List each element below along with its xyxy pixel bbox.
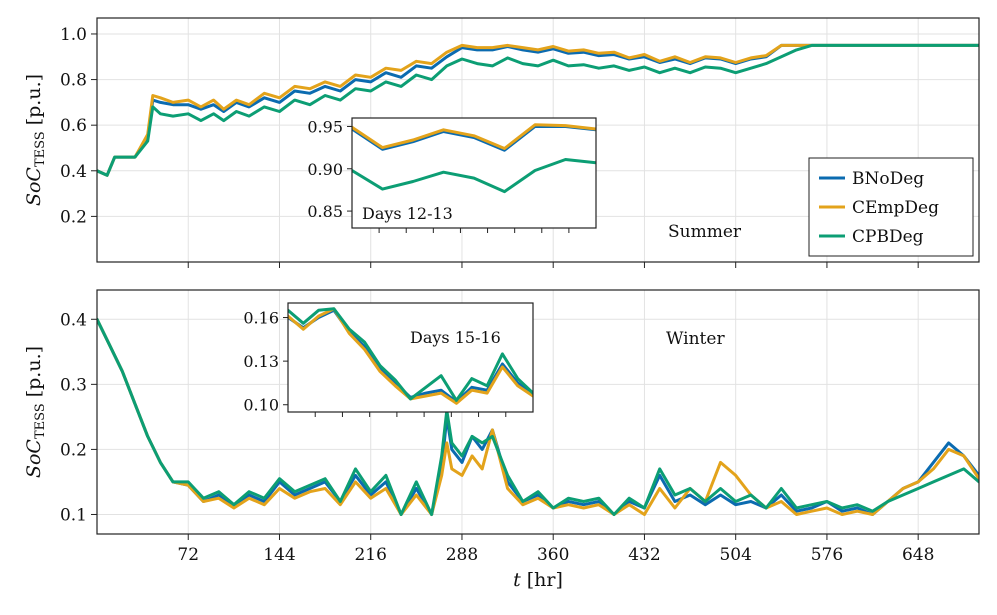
winter-series-cpbdeg <box>97 317 979 516</box>
winter-inset-label: Days 15-16 <box>410 328 501 347</box>
winter-ytick-label-2: 0.3 <box>60 375 87 395</box>
summer-ytick-label-2: 0.6 <box>60 116 87 136</box>
winter-inset-ytick-label-2: 0.16 <box>243 309 279 328</box>
x-axis-var: t <box>513 569 521 591</box>
summer-ylabel-sub: TESS <box>33 131 48 167</box>
summer-annotation: Summer <box>668 222 742 242</box>
legend-label-cempdeg: CEmpDeg <box>852 198 939 218</box>
winter-ylabel-unit: [p.u.] <box>23 346 45 397</box>
winter-inset-series <box>288 307 533 405</box>
summer-series-cempdeg <box>97 43 979 177</box>
summer-inset-label: Days 12-13 <box>362 204 453 223</box>
winter-series <box>97 317 979 516</box>
summer-ylabel-unit: [p.u.] <box>23 74 45 125</box>
legend-entry-bnodeg: BNoDeg <box>819 169 924 189</box>
summer-ytick-label-4: 1.0 <box>60 25 87 45</box>
winter-series-cempdeg <box>97 317 979 516</box>
summer-inset-ticks: 0.85 0.90 0.95 <box>307 117 570 233</box>
legend-label-cpbdeg: CPBDeg <box>852 227 924 247</box>
summer-inset-frame <box>351 117 597 229</box>
winter-xtick-label-576: 576 <box>811 545 843 565</box>
legend-entry-cempdeg: CEmpDeg <box>819 198 939 218</box>
summer-inset: 0.85 0.90 0.95 Days 12-13 <box>307 117 597 233</box>
winter-panel: 72 144 216 288 360 432 504 576 648 0.1 0.2 0.3 0.4 S… <box>23 289 980 591</box>
winter-xtick-label-504: 504 <box>719 545 751 565</box>
winter-ylabel-main: SoC <box>23 439 45 478</box>
winter-annotation: Winter <box>666 329 725 349</box>
winter-ytick-label-1: 0.2 <box>60 440 87 460</box>
summer-inset-series-cpbdeg <box>352 158 596 194</box>
winter-ytick-label-3: 0.4 <box>60 310 87 330</box>
winter-xtick-label-144: 144 <box>263 545 295 565</box>
winter-xtick-label-72: 72 <box>177 545 199 565</box>
x-axis-title: t [hr] <box>513 569 563 591</box>
x-axis-unit: [hr] <box>527 569 563 591</box>
summer-y-axis-title: SoCTESS [p.u.] <box>23 74 48 206</box>
svg-text:SoCTESS [p.u.]: SoCTESS [p.u.] <box>23 74 48 206</box>
summer-ytick-label-1: 0.4 <box>60 162 87 182</box>
legend-entry-cpbdeg: CPBDeg <box>819 227 924 247</box>
summer-ytick-label-3: 0.8 <box>60 71 87 91</box>
legend: BNoDeg CEmpDeg CPBDeg <box>808 157 974 257</box>
winter-inset-ytick-label-0: 0.10 <box>243 396 279 415</box>
summer-plot-frame <box>96 17 980 263</box>
winter-inset-ticks: 0.10 0.13 0.16 <box>243 309 507 417</box>
summer-ytick-label-0: 0.2 <box>60 207 87 227</box>
winter-y-axis-title: SoCTESS [p.u.] <box>23 346 48 478</box>
winter-inset-series-cpbdeg <box>288 307 533 402</box>
summer-inset-series <box>352 123 596 194</box>
winter-grid <box>97 290 979 534</box>
winter-inset-frame <box>287 302 534 413</box>
summer-inset-ytick-label-1: 0.90 <box>307 160 343 179</box>
winter-ylabel-sub: TESS <box>33 403 48 439</box>
svg-text:SoCTESS [p.u.]: SoCTESS [p.u.] <box>23 346 48 478</box>
summer-ylabel-main: SoC <box>23 167 45 206</box>
winter-ticks: 72 144 216 288 360 432 504 576 648 0.1 0.2 0.3 0.4 <box>60 310 934 565</box>
summer-ticks: 0.2 0.4 0.6 0.8 1.0 <box>60 25 919 268</box>
winter-xtick-label-648: 648 <box>902 545 934 565</box>
winter-inset-ytick-label-1: 0.13 <box>243 352 279 371</box>
winter-xtick-label-216: 216 <box>354 545 386 565</box>
legend-label-bnodeg: BNoDeg <box>852 169 924 189</box>
winter-xtick-label-432: 432 <box>628 545 660 565</box>
winter-xtick-label-360: 360 <box>537 545 569 565</box>
winter-inset: 0.10 0.13 0.16 Days 15-16 <box>243 302 534 417</box>
summer-panel: 0.2 0.4 0.6 0.8 1.0 SoCTESS [p.u.] Summer BN… <box>23 17 980 268</box>
winter-ytick-label-0: 0.1 <box>60 505 87 525</box>
summer-inset-ytick-label-2: 0.95 <box>307 117 343 136</box>
summer-inset-ytick-label-0: 0.85 <box>307 202 343 221</box>
winter-inset-background <box>288 303 533 412</box>
winter-plot-frame <box>96 289 980 535</box>
summer-inset-series-cempdeg <box>352 123 596 150</box>
summer-series-cpbdeg <box>97 43 979 177</box>
winter-xtick-label-288: 288 <box>446 545 478 565</box>
summer-series <box>97 43 979 177</box>
